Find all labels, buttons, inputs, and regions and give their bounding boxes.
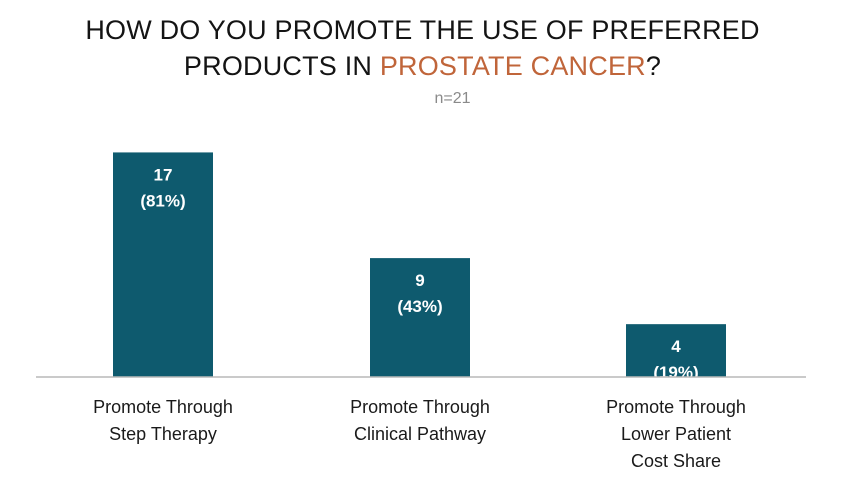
title-line-1: HOW DO YOU PROMOTE THE USE OF PREFERRED: [85, 15, 760, 45]
x-tick-label: Cost Share: [631, 451, 721, 471]
bar-value-label: 9: [415, 271, 424, 290]
title-highlight: PROSTATE CANCER: [379, 51, 646, 81]
bar-value-label: 4: [671, 337, 681, 356]
title-line-2-prefix: PRODUCTS IN: [183, 51, 380, 81]
chart-title: HOW DO YOU PROMOTE THE USE OF PREFERRED …: [0, 12, 845, 84]
bar-percent-label: (19%): [653, 363, 698, 382]
sample-size-label: n=21: [434, 90, 471, 107]
bar: [370, 258, 470, 377]
x-tick-label: Clinical Pathway: [354, 424, 486, 444]
title-line-2: PRODUCTS IN PROSTATE CANCER?: [0, 48, 845, 84]
x-tick-label: Promote Through: [93, 397, 233, 417]
x-tick-label: Promote Through: [350, 397, 490, 417]
x-tick-label: Promote Through: [606, 397, 746, 417]
bar-percent-label: (81%): [140, 191, 185, 210]
x-tick-label: Step Therapy: [109, 424, 217, 444]
bar-value-label: 17: [154, 165, 173, 184]
title-line-2-suffix: ?: [645, 51, 662, 81]
bar: [626, 324, 726, 377]
bar: [113, 152, 213, 377]
x-tick-label: Lower Patient: [621, 424, 731, 444]
bar-percent-label: (43%): [397, 297, 442, 316]
